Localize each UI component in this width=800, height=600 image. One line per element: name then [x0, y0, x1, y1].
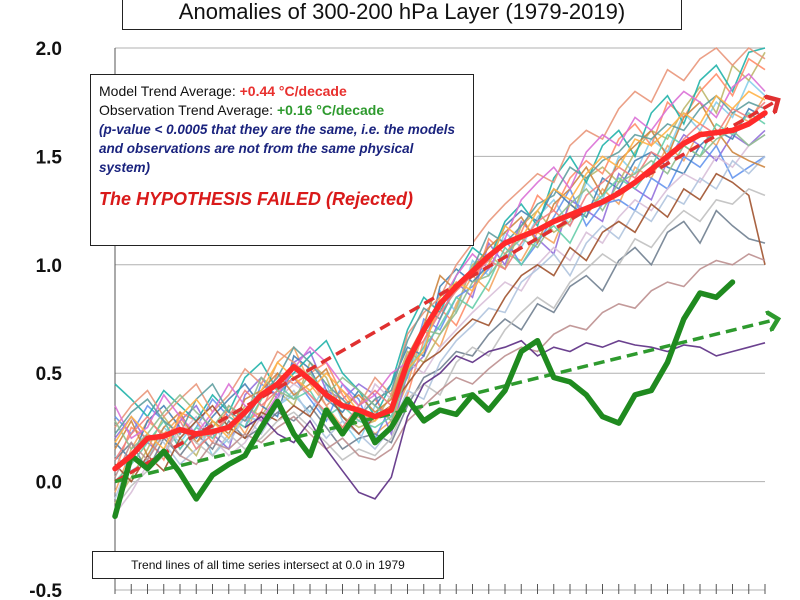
model-run-line: [114, 187, 766, 509]
model-run-line: [114, 134, 766, 515]
model-run-line: [114, 253, 766, 478]
observation-trend-arrow: [114, 319, 778, 484]
chart-title: Anomalies of 300-200 hPa Layer (1979-201…: [178, 0, 626, 24]
trend-note: Trend lines of all time series intersect…: [131, 558, 405, 572]
y-tick-label: 1.5: [36, 147, 63, 168]
y-tick-labels: -0.5 0.0 0.5 1.0 1.5 2.0: [29, 39, 62, 600]
model-run-line: [114, 90, 766, 451]
info-box: Model Trend Average: +0.44 °C/decade Obs…: [90, 74, 474, 246]
y-tick-label: 2.0: [36, 39, 62, 60]
y-tick-label: 1.0: [36, 256, 62, 277]
model-run-line: [114, 94, 766, 436]
x-tick-marks: [114, 584, 766, 594]
y-tick-label: 0.5: [36, 364, 63, 385]
model-trend-value: +0.44 °C/decade: [239, 83, 347, 99]
hypothesis-verdict: The HYPOTHESIS FAILED (Rejected): [99, 189, 414, 209]
observation-trend-line: Observation Trend Average: +0.16 °C/deca…: [99, 101, 465, 120]
model-trend-arrow: [114, 100, 778, 484]
chart-title-box: Anomalies of 300-200 hPa Layer (1979-201…: [122, 0, 682, 30]
trend-note-box: Trend lines of all time series intersect…: [92, 551, 444, 579]
model-average-line: [112, 110, 768, 472]
model-run-line: [114, 144, 766, 451]
y-tick-label: -0.5: [29, 581, 62, 600]
p-value-note: (p-value < 0.0005 that they are the same…: [99, 122, 456, 175]
trend-lines: [114, 100, 778, 484]
model-run-line: [114, 111, 766, 483]
model-run-line: [244, 339, 766, 500]
observation-trend-label: Observation Trend Average:: [99, 102, 277, 118]
model-run-line: [114, 155, 766, 500]
model-trend-line: Model Trend Average: +0.44 °C/decade: [99, 82, 465, 101]
model-run-line: [114, 101, 766, 461]
y-tick-label: 0.0: [36, 473, 62, 494]
observation-trend-value: +0.16 °C/decade: [276, 102, 385, 118]
observation-average-line: [112, 279, 736, 520]
model-trend-label: Model Trend Average:: [99, 83, 240, 99]
main-series: [112, 110, 768, 520]
